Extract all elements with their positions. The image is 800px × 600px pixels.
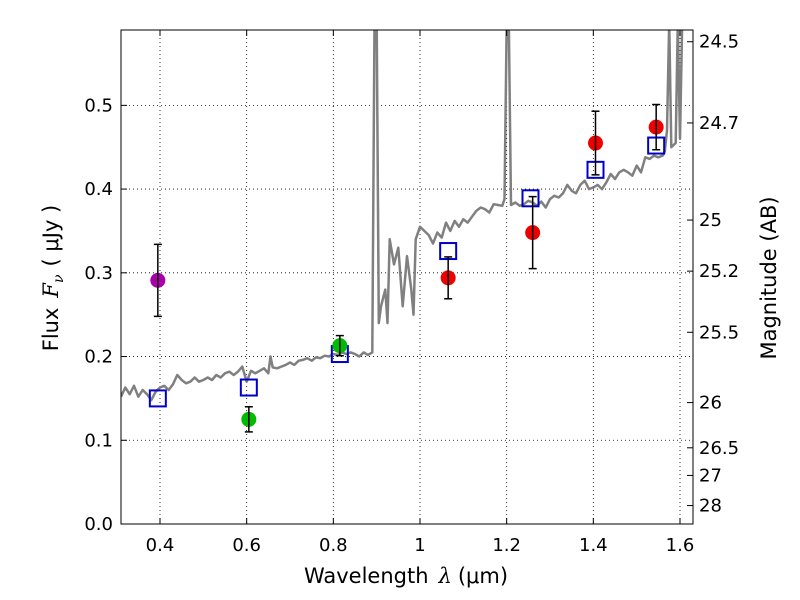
plot-frame bbox=[120, 29, 694, 525]
y-axis-label: Flux Fν ( μJy ) bbox=[39, 205, 67, 351]
y2-tick-label: 26.5 bbox=[699, 438, 739, 459]
y-tick-label: 0.1 bbox=[84, 430, 113, 451]
y2-tick-label: 25.2 bbox=[699, 261, 739, 282]
y-tick-label: 0.5 bbox=[84, 95, 113, 116]
y-axis-label-symbol: F bbox=[39, 282, 63, 299]
model-point bbox=[521, 189, 540, 208]
model-point bbox=[148, 389, 167, 408]
y2-tick-label: 24.5 bbox=[699, 32, 739, 53]
x-tick-label: 1 bbox=[414, 535, 425, 556]
y-axis-label-text: Flux bbox=[39, 308, 63, 352]
spectrum-layer bbox=[121, 30, 684, 402]
y-tick-label: 0.3 bbox=[84, 263, 113, 284]
y2-axis-label: Magnitude (AB) bbox=[757, 196, 781, 359]
y2-tick-label: 25 bbox=[699, 210, 722, 231]
grid-lines bbox=[121, 30, 693, 524]
x-axis-label-text: Wavelength bbox=[304, 564, 429, 588]
x-tick-label: 1.4 bbox=[579, 535, 608, 556]
y2-tick-label: 28 bbox=[699, 496, 722, 517]
spectrum-line bbox=[121, 30, 684, 402]
y-axis-label-unit: ( μJy ) bbox=[39, 205, 63, 267]
y2-tick-label: 27 bbox=[699, 465, 722, 486]
x-tick-label: 0.6 bbox=[232, 535, 261, 556]
y2-tick-label: 24.7 bbox=[699, 113, 739, 134]
plot-background bbox=[121, 30, 693, 524]
y-tick-label: 0.0 bbox=[84, 514, 113, 535]
model-point bbox=[239, 378, 258, 397]
observed-points-layer bbox=[150, 103, 664, 433]
x-tick-label: 0.8 bbox=[319, 535, 348, 556]
x-axis-label-unit: (μm) bbox=[458, 564, 508, 588]
x-axis-label-symbol: λ bbox=[438, 564, 452, 588]
y-axis-label-subscript: ν bbox=[51, 274, 67, 283]
x-axis-label: Wavelength λ (μm) bbox=[304, 564, 508, 588]
x-tick-label: 1.6 bbox=[666, 535, 695, 556]
y2-tick-label: 26 bbox=[699, 393, 722, 414]
y-tick-label: 0.2 bbox=[84, 347, 113, 368]
x-tick-label: 1.2 bbox=[492, 535, 521, 556]
y2-tick-label: 25.5 bbox=[699, 322, 739, 343]
axis-ticks: 0.4 0.6 0.8 1 1.2 1.4 1.6 0.0 0.1 0.2 0.3 0.4 0.5 24.… bbox=[84, 30, 739, 556]
x-tick-label: 0.4 bbox=[146, 535, 175, 556]
y-tick-label: 0.4 bbox=[84, 179, 113, 200]
